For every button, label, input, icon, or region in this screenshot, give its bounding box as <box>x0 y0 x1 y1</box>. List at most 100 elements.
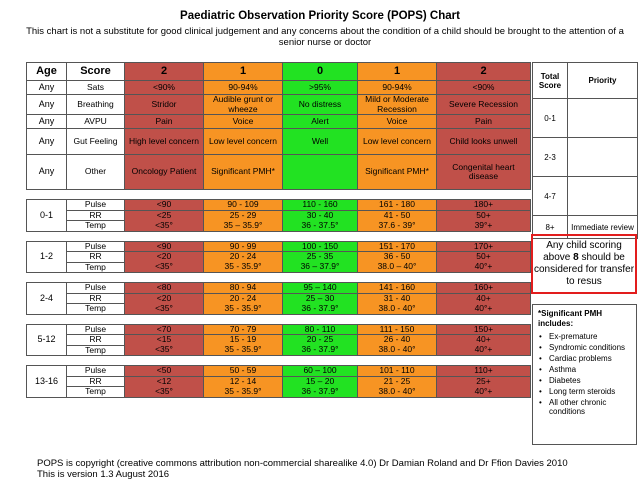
page-subtitle: This chart is not a substitute for good … <box>26 26 624 48</box>
parameter-label: RR <box>66 209 125 221</box>
page-title: Paediatric Observation Priority Score (P… <box>180 10 460 22</box>
score-1-left-cell: 35 - 35.9° <box>203 262 283 273</box>
header-age: Age <box>26 62 67 81</box>
table-row: Temp <35° 35 - 35.9° 36 - 37.9° 38.0 - 40° 40… <box>27 303 531 315</box>
score-2-left-cell: <90 <box>124 199 204 211</box>
score-1-left-cell: 35 – 35.9° <box>203 220 283 232</box>
score-1-left-cell: 90 - 99 <box>203 240 283 252</box>
score-1-right-cell: 21 - 25 <box>357 376 437 387</box>
priority-level <box>567 176 638 216</box>
score-2-right-cell: 25+ <box>436 376 531 387</box>
score-0-cell: 20 - 25 <box>282 334 358 345</box>
list-item: Long term steroids <box>538 387 633 396</box>
table-header-row: Age Score 2 1 0 1 2 <box>26 62 531 81</box>
table-row: 0-1 Pulse <90 90 - 109 110 - 160 161 - 180 180… <box>26 199 531 232</box>
age-group-label: 5-12 <box>26 323 67 356</box>
score-2-right-cell: 150+ <box>436 323 531 335</box>
list-item: Cardiac problems <box>538 354 633 363</box>
parameter-label: Temp <box>66 303 125 315</box>
parameter-label: Temp <box>66 386 125 398</box>
score-1-left-cell: 50 - 59 <box>203 365 283 377</box>
score-1-left-cell: Voice <box>203 114 283 129</box>
table-row: Temp <35° 35 - 35.9° 36 - 37.9° 38.0 - 40° 40… <box>27 386 531 398</box>
header-score-0: 0 <box>282 62 358 81</box>
score-1-left-cell: Significant PMH* <box>203 154 283 190</box>
score-0-cell <box>282 154 358 190</box>
score-2-right-cell: 160+ <box>436 282 531 294</box>
parameter-label: Pulse <box>66 365 125 377</box>
score-2-left-cell: Stridor <box>124 94 204 115</box>
score-0-cell: 36 – 37.9° <box>282 262 358 273</box>
header-score-2-left: 2 <box>124 62 204 81</box>
age-group-label: 2-4 <box>26 282 67 315</box>
score-1-right-cell: 38.0 – 40° <box>357 262 437 273</box>
score-0-cell: Alert <box>282 114 358 129</box>
score-0-cell: 36 - 37.9° <box>282 303 358 315</box>
parameter-label: Pulse <box>66 323 125 335</box>
score-1-right-cell: Mild or Moderate Recession <box>357 94 437 115</box>
score-2-left-cell: <35° <box>124 345 204 356</box>
score-2-left-cell: <50 <box>124 365 204 377</box>
pmh-list: Ex-premature Syndromic conditions Cardia… <box>538 332 633 416</box>
alert-text-pre: Any child scoring above <box>543 240 622 263</box>
table-row: 1-2 Pulse <90 90 - 99 100 - 150 151 - 170 170+ <box>26 240 531 273</box>
age-cell: Any <box>26 128 67 155</box>
gap-cell <box>27 231 531 241</box>
score-2-right-cell: Pain <box>436 114 531 129</box>
pmh-title: *Significant PMH includes: <box>538 309 603 328</box>
alert-threshold: 8 <box>573 252 579 263</box>
table-row: Temp <35° 35 - 35.9° 36 - 37.9° 38.0 - 40° 40… <box>27 344 531 356</box>
score-1-right-cell: 41 - 50 <box>357 210 437 221</box>
score-2-left-cell: <35° <box>124 303 204 315</box>
parameter-label: Pulse <box>66 240 125 252</box>
score-0-cell: 95 – 140 <box>282 282 358 294</box>
table-row: RR <20 20 - 24 25 – 30 31 - 40 40+ <box>27 292 531 304</box>
priority-table: Total Score Priority 0-1 2-3 4-7 8+ Imme… <box>532 62 638 239</box>
score-2-right-cell: 50+ <box>436 251 531 262</box>
score-2-right-cell: 50+ <box>436 210 531 221</box>
copyright-text: POPS is copyright (creative commons attr… <box>37 458 568 469</box>
score-1-left-cell: 90-94% <box>203 80 283 95</box>
score-2-left-cell: <80 <box>124 282 204 294</box>
table-row: RR <12 12 - 14 15 – 20 21 - 25 25+ <box>27 375 531 387</box>
row-gap <box>27 231 531 241</box>
score-2-right-cell: 40+ <box>436 334 531 345</box>
table-row: Any Sats <90% 90-94% >95% 90-94% <90% <box>26 80 531 95</box>
score-2-left-cell: Pain <box>124 114 204 129</box>
parameter-label: Other <box>66 154 125 190</box>
row-gap <box>27 314 531 324</box>
score-1-right-cell: Voice <box>357 114 437 129</box>
score-0-cell: No distress <box>282 94 358 115</box>
score-2-left-cell: <35° <box>124 220 204 232</box>
score-1-right-cell: 37.6 - 39° <box>357 220 437 232</box>
score-1-right-cell: 38.0 - 40° <box>357 345 437 356</box>
alert-text-post: should be considered for transfer to res… <box>533 252 635 287</box>
parameter-label: Pulse <box>66 282 125 294</box>
priority-row: 2-3 <box>532 137 638 177</box>
list-item: Ex-premature <box>538 332 633 341</box>
pops-score-table: Age Score 2 1 0 1 2 Any Sats <90% 90-94% >95… <box>26 62 531 398</box>
table-row: Temp <35° 35 - 35.9° 36 – 37.9° 38.0 – 40° 40… <box>27 261 531 273</box>
age-group-label: 1-2 <box>26 240 67 273</box>
score-0-cell: Well <box>282 128 358 155</box>
age-cell: Any <box>26 94 67 115</box>
priority-row: 4-7 <box>532 176 638 216</box>
row-gap <box>27 273 531 283</box>
score-1-left-cell: 35 - 35.9° <box>203 303 283 315</box>
score-2-right-cell: 40°+ <box>436 262 531 273</box>
resus-alert-box: Any child scoring above 8 should be cons… <box>531 234 637 294</box>
parameter-label: Breathing <box>66 94 125 115</box>
score-2-left-cell: <35° <box>124 386 204 398</box>
score-0-cell: 25 – 30 <box>282 293 358 304</box>
table-row: RR <15 15 - 19 20 - 25 26 - 40 40+ <box>27 334 531 346</box>
gap-cell <box>27 273 531 283</box>
score-1-left-cell: 12 - 14 <box>203 376 283 387</box>
priority-header-priority: Priority <box>567 62 638 99</box>
score-1-left-cell: 20 - 24 <box>203 251 283 262</box>
score-0-cell: 15 – 20 <box>282 376 358 387</box>
score-0-cell: 100 - 150 <box>282 240 358 252</box>
score-1-right-cell: 111 - 150 <box>357 323 437 335</box>
parameter-label: Temp <box>66 261 125 273</box>
table-row: Any Gut Feeling High level concern Low leve… <box>26 128 531 155</box>
parameter-label: Sats <box>66 80 125 95</box>
